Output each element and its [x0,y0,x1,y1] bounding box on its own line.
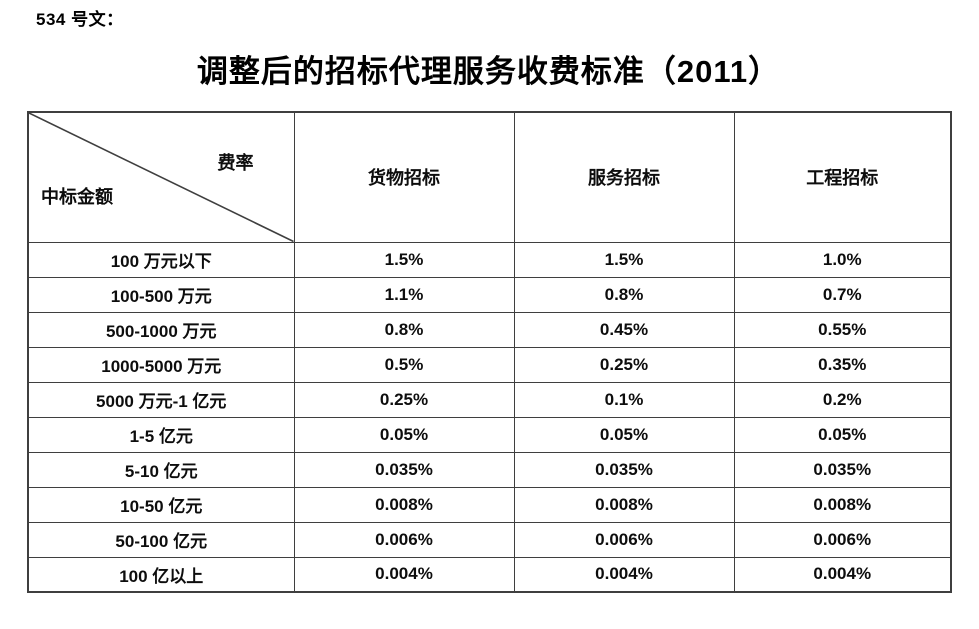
table-row: 5-10 亿元 0.035% 0.035% 0.035% [27,451,952,488]
corner-label-rate: 费率 [217,153,254,173]
fee-standard-table: 费率 中标金额 货物招标 服务招标 工程招标 100 万元以下 1.5% 1.5… [27,111,952,593]
rate-cell: 0.7% [733,276,952,313]
rate-cell: 0.05% [733,416,952,453]
rate-cell: 0.008% [733,486,952,523]
amount-range-cell: 100 万元以下 [27,241,295,278]
table-row: 100-500 万元 1.1% 0.8% 0.7% [27,276,952,313]
rate-cell: 0.05% [293,416,515,453]
amount-range-cell: 5-10 亿元 [27,451,295,488]
rate-cell: 0.035% [293,451,515,488]
table-row: 1-5 亿元 0.05% 0.05% 0.05% [27,416,952,453]
table-row: 100 万元以下 1.5% 1.5% 1.0% [27,241,952,278]
amount-range-cell: 1000-5000 万元 [27,346,295,383]
rate-cell: 0.035% [733,451,952,488]
table-row: 5000 万元-1 亿元 0.25% 0.1% 0.2% [27,381,952,418]
column-header-engineering-bidding: 工程招标 [733,111,952,243]
amount-range-cell: 5000 万元-1 亿元 [27,381,295,418]
rate-cell: 0.008% [513,486,735,523]
rate-cell: 1.5% [513,241,735,278]
doc-ref-label: 534 号文： [36,10,124,29]
rate-cell: 0.8% [513,276,735,313]
rate-cell: 0.45% [513,311,735,348]
rate-cell: 0.006% [293,521,515,558]
amount-range-cell: 10-50 亿元 [27,486,295,523]
table-row: 50-100 亿元 0.006% 0.006% 0.006% [27,521,952,558]
amount-range-cell: 100 亿以上 [27,556,295,593]
amount-range-cell: 1-5 亿元 [27,416,295,453]
table-row: 500-1000 万元 0.8% 0.45% 0.55% [27,311,952,348]
rate-cell: 0.004% [293,556,515,593]
rate-cell: 1.1% [293,276,515,313]
rate-cell: 0.008% [293,486,515,523]
rate-cell: 0.8% [293,311,515,348]
rate-cell: 0.1% [513,381,735,418]
amount-range-cell: 500-1000 万元 [27,311,295,348]
rate-cell: 0.006% [733,521,952,558]
table-row: 1000-5000 万元 0.5% 0.25% 0.35% [27,346,952,383]
doc-title: 调整后的招标代理服务收费标准（2011） [196,54,781,89]
column-header-goods-bidding: 货物招标 [293,111,515,243]
rate-cell: 0.55% [733,311,952,348]
rate-cell: 0.5% [293,346,515,383]
rate-cell: 0.35% [733,346,952,383]
rate-cell: 0.006% [513,521,735,558]
rate-cell: 1.5% [293,241,515,278]
rate-cell: 0.25% [513,346,735,383]
amount-range-cell: 100-500 万元 [27,276,295,313]
table-row: 100 亿以上 0.004% 0.004% 0.004% [27,556,952,593]
corner-header-cell: 费率 中标金额 [27,111,295,243]
table-header-row: 费率 中标金额 货物招标 服务招标 工程招标 [27,111,952,243]
rate-cell: 0.2% [733,381,952,418]
rate-cell: 0.035% [513,451,735,488]
rate-cell: 0.004% [733,556,952,593]
rate-cell: 0.004% [513,556,735,593]
diagonal-divider-line [29,113,294,242]
table-row: 10-50 亿元 0.008% 0.008% 0.008% [27,486,952,523]
rate-cell: 1.0% [733,241,952,278]
amount-range-cell: 50-100 亿元 [27,521,295,558]
corner-label-amount: 中标金额 [41,186,113,207]
rate-cell: 0.05% [513,416,735,453]
column-header-service-bidding: 服务招标 [513,111,735,243]
rate-cell: 0.25% [293,381,515,418]
